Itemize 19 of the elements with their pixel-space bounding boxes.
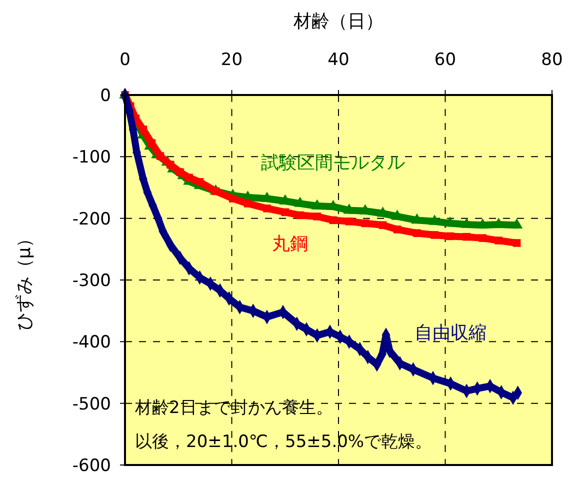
- series-label: 試験区間モルタル: [261, 152, 406, 174]
- x-axis-title: 材齢（日）: [292, 11, 384, 32]
- annotation: 以後，20±1.0℃，55±5.0%で乾燥。: [135, 432, 432, 452]
- x-tick-label: 60: [434, 50, 456, 70]
- y-tick-label: -600: [72, 456, 111, 476]
- y-tick-label: -500: [72, 394, 111, 414]
- series-label: 丸鋼: [272, 233, 308, 254]
- y-tick-label: -100: [72, 148, 111, 168]
- y-tick-label: 0: [100, 86, 111, 106]
- x-tick-label: 20: [220, 50, 243, 70]
- y-axis-title: ひずみ（μ）: [14, 229, 35, 331]
- series-label: 自由収縮: [414, 322, 487, 344]
- y-tick-label: -200: [72, 209, 111, 230]
- y-tick-label: -300: [72, 270, 111, 291]
- x-tick-label: 40: [328, 50, 350, 70]
- y-tick-label: -400: [72, 332, 111, 353]
- x-tick-label: 80: [541, 50, 563, 70]
- annotation: 材齢2日まで封かん養生。: [134, 398, 333, 418]
- x-tick-label: 0: [120, 50, 130, 70]
